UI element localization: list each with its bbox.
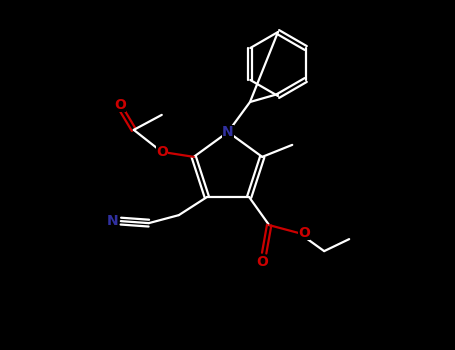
Text: N: N — [107, 214, 119, 228]
Text: O: O — [256, 255, 268, 269]
Text: O: O — [156, 145, 168, 159]
Text: O: O — [298, 226, 310, 240]
Text: N: N — [222, 125, 234, 139]
Text: O: O — [114, 98, 126, 112]
